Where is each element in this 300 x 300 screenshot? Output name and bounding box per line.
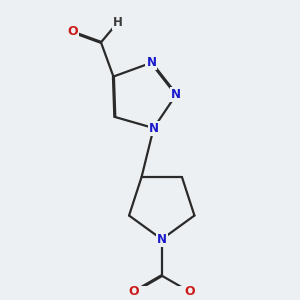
Text: O: O: [184, 285, 195, 298]
Text: N: N: [146, 56, 156, 69]
Text: O: O: [67, 26, 78, 38]
Text: O: O: [128, 285, 139, 298]
Text: N: N: [157, 233, 167, 246]
Text: N: N: [171, 88, 181, 101]
Text: N: N: [149, 122, 159, 135]
Text: H: H: [113, 16, 123, 29]
